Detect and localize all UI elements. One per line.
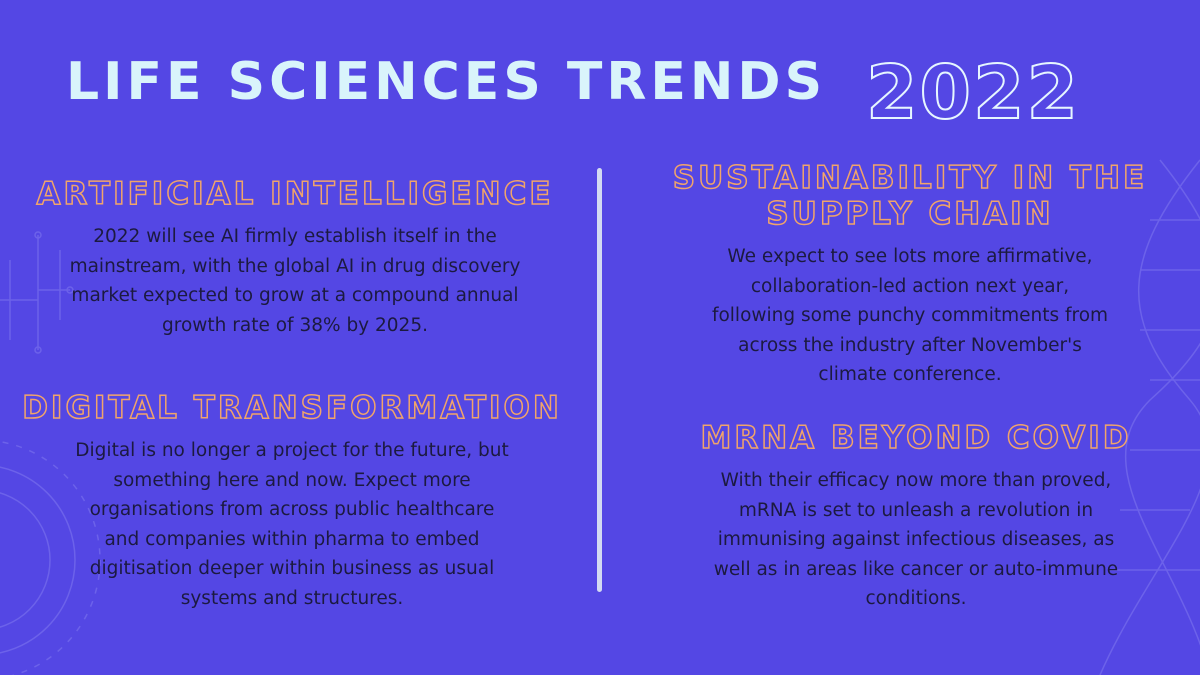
body-line: something here and now. Expect more <box>113 469 471 491</box>
section: DIGITAL TRANSFORMATION Digital is no long… <box>0 389 592 613</box>
year: 2022 <box>865 49 1080 137</box>
section: ARTIFICIAL INTELLIGENCE 2022 will see AI … <box>0 175 595 340</box>
heading-line: ARTIFICIAL INTELLIGENCE <box>36 175 554 213</box>
body-line: 2022 will see AI firmly establish itself… <box>93 226 497 247</box>
body-line: across the industry after November's <box>738 334 1082 356</box>
body-line: conditions. <box>865 588 967 609</box>
section-heading: DIGITAL TRANSFORMATION <box>0 389 592 427</box>
section: MRNA BEYOND COVID With their efficacy now… <box>616 419 1200 614</box>
body-line: Digital is no longer a project for the f… <box>75 440 509 461</box>
section-heading: MRNA BEYOND COVID <box>616 419 1200 457</box>
section-heading: ARTIFICIAL INTELLIGENCE <box>0 175 595 213</box>
body-line: organisations from across public healthc… <box>89 499 495 520</box>
body-line: immunising against infectious diseases, … <box>717 529 1115 550</box>
body-line: We expect to see lots more affirmative, <box>727 246 1093 267</box>
section-body: 2022 will see AI firmly establish itself… <box>0 222 595 340</box>
title: LIFE SCIENCES TRENDS <box>66 52 827 112</box>
body-line: collaboration-led action next year, <box>750 275 1070 297</box>
body-line: climate conference. <box>818 364 1002 385</box>
heading-line: SUPPLY CHAIN <box>766 195 1054 233</box>
body-line: and companies within pharma to embed <box>104 528 480 550</box>
divider <box>597 168 602 592</box>
section-body: Digital is no longer a project for the f… <box>0 436 592 613</box>
body-line: growth rate of 38% by 2025. <box>162 314 428 336</box>
section: SUSTAINABILITY IN THE SUPPLY CHAIN We expe… <box>610 159 1200 390</box>
body-line: With their efficacy now more than proved… <box>720 470 1112 491</box>
body-line: following some punchy commitments from <box>711 305 1109 326</box>
section-body: With their efficacy now more than proved… <box>616 466 1200 614</box>
body-line: digitisation deeper within business as u… <box>89 558 495 579</box>
heading-line: DIGITAL TRANSFORMATION <box>21 389 562 427</box>
body-line: market expected to grow at a compound an… <box>71 285 519 306</box>
body-line: well as in areas like cancer or auto-imm… <box>713 558 1119 580</box>
heading-line: MRNA BEYOND COVID <box>700 419 1132 457</box>
heading-line: SUSTAINABILITY IN THE <box>672 159 1148 197</box>
body-line: mRNA is set to unleash a revolution in <box>738 499 1094 521</box>
body-line: systems and structures. <box>180 587 404 609</box>
body-line: mainstream, with the global AI in drug d… <box>69 255 521 277</box>
section-body: We expect to see lots more affirmative, c… <box>610 242 1200 390</box>
section-heading: SUSTAINABILITY IN THE SUPPLY CHAIN <box>610 159 1200 233</box>
